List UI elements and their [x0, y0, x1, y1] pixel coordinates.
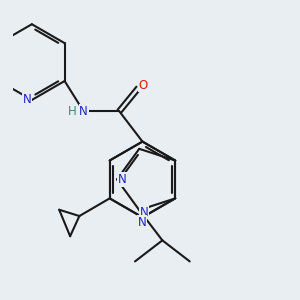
Text: N: N [138, 216, 147, 229]
Text: N: N [22, 93, 31, 106]
Text: H: H [68, 105, 76, 118]
Text: N: N [140, 206, 149, 219]
Text: O: O [139, 79, 148, 92]
Text: N: N [118, 173, 126, 186]
Text: N: N [79, 105, 88, 118]
